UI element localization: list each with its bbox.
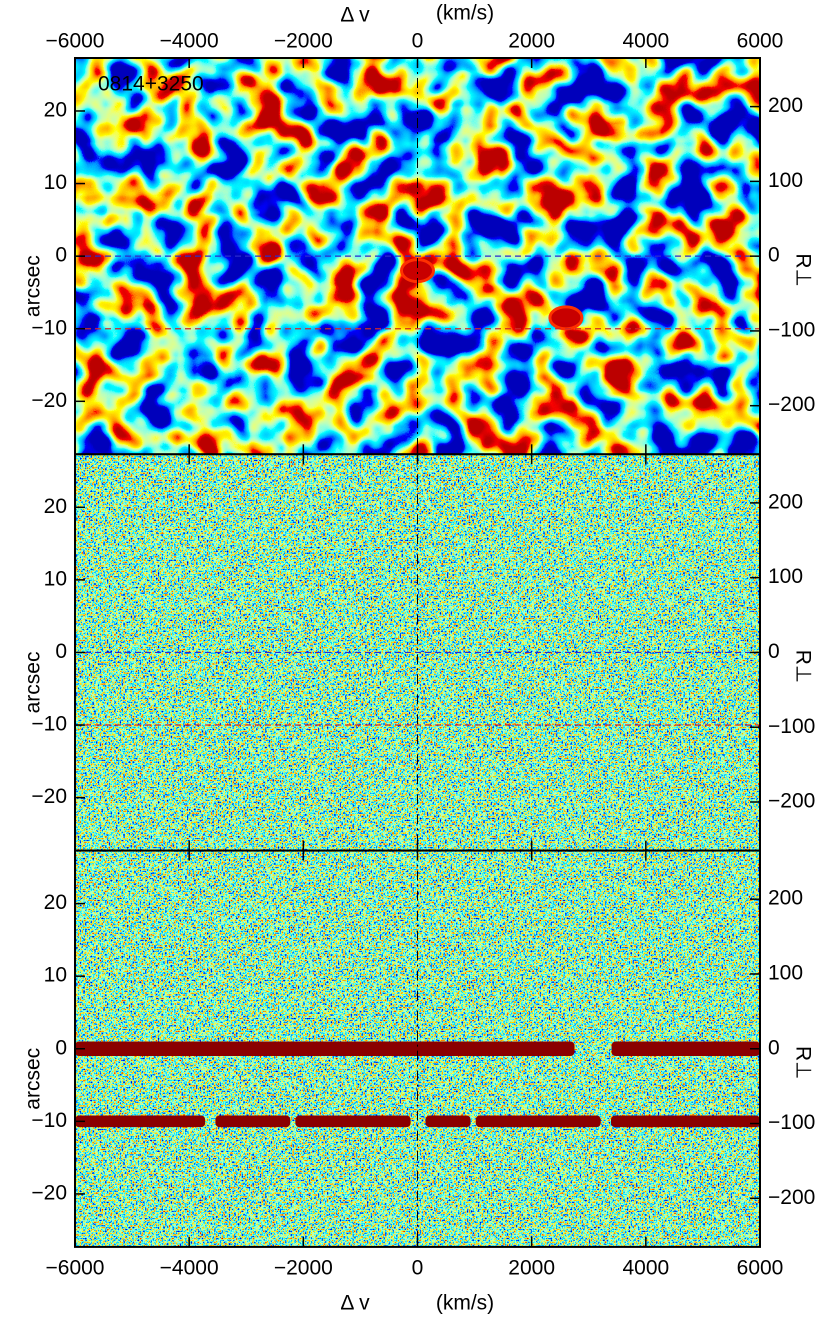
x-tick-label: 2000 xyxy=(508,1256,555,1279)
absorption-band xyxy=(611,1115,760,1128)
y2-tick-label: −100 xyxy=(768,318,815,341)
y2-axis-label: R⊥ xyxy=(791,253,814,286)
y2-tick-label: −200 xyxy=(768,393,815,416)
y2-tick-label: −200 xyxy=(768,790,815,813)
y-tick-label: −20 xyxy=(31,389,67,412)
x-tick-label: 6000 xyxy=(737,1256,784,1279)
x-axis-label: Δ v xyxy=(340,1291,370,1314)
x-axis-unit: (km/s) xyxy=(436,2,494,25)
panel: −6000 −4000 −2000 0 2000 4000 6000−20−1001020−… xyxy=(22,2,815,456)
y2-tick-label: 100 xyxy=(768,169,803,192)
y-tick-label: 20 xyxy=(44,99,67,122)
absorption-band xyxy=(215,1115,291,1128)
y-tick-label: −10 xyxy=(31,1109,67,1132)
y2-tick-label: 200 xyxy=(768,490,803,513)
absorption-band xyxy=(295,1115,411,1128)
absorption-band xyxy=(611,1041,760,1057)
y-tick-label: 10 xyxy=(44,964,67,987)
object-label: 0814+3250 xyxy=(98,73,204,96)
y-tick-label: −20 xyxy=(31,785,67,808)
y-tick-label: 10 xyxy=(44,171,67,194)
y2-axis-label: R⊥ xyxy=(791,1046,814,1079)
y2-tick-label: 0 xyxy=(768,1036,780,1059)
y-axis-label: arcsec xyxy=(22,255,45,317)
y2-axis-label: R⊥ xyxy=(791,650,814,683)
y-axis-label: arcsec xyxy=(22,652,45,714)
x-tick-label: 0 xyxy=(412,30,424,53)
x-tick-label: −2000 xyxy=(274,30,333,53)
absorption-band xyxy=(75,1115,206,1128)
y-tick-label: −10 xyxy=(31,713,67,736)
x-tick-label: 4000 xyxy=(622,1256,669,1279)
y-tick-label: 20 xyxy=(44,495,67,518)
y2-tick-label: 100 xyxy=(768,962,803,985)
absorption-band xyxy=(475,1115,601,1128)
x-axis-label: Δ v xyxy=(340,4,370,27)
y-axis-label: arcsec xyxy=(22,1048,45,1110)
y-tick-label: −20 xyxy=(31,1181,67,1204)
x-tick-label: 0 xyxy=(412,1256,424,1279)
y-tick-label: 0 xyxy=(55,640,67,663)
absorption-band xyxy=(425,1115,471,1128)
y2-tick-label: 200 xyxy=(768,94,803,117)
x-tick-label: −6000 xyxy=(46,30,105,53)
x-tick-label: −6000 xyxy=(46,1256,105,1279)
x-tick-label: 2000 xyxy=(508,30,555,53)
y2-tick-label: 0 xyxy=(768,640,780,663)
x-tick-label: 6000 xyxy=(737,30,784,53)
y2-tick-label: 0 xyxy=(768,244,780,267)
y2-tick-label: −100 xyxy=(768,715,815,738)
y-tick-label: 0 xyxy=(55,1036,67,1059)
y2-tick-label: 100 xyxy=(768,565,803,588)
x-tick-label: −2000 xyxy=(274,1256,333,1279)
emission-blob xyxy=(548,305,584,331)
y-tick-label: −10 xyxy=(31,316,67,339)
x-tick-label: −4000 xyxy=(160,30,219,53)
y-tick-label: 20 xyxy=(44,891,67,914)
y-tick-label: 10 xyxy=(44,567,67,590)
y-tick-label: 0 xyxy=(55,244,67,267)
y2-tick-label: 200 xyxy=(768,887,803,910)
x-tick-label: −4000 xyxy=(160,1256,219,1279)
y2-tick-label: −200 xyxy=(768,1186,815,1209)
x-axis-unit: (km/s) xyxy=(436,1291,494,1314)
absorption-band xyxy=(75,1041,575,1057)
panel: −6000 −4000 −2000 0 2000 4000 6000−20−1001020−… xyxy=(22,849,815,1314)
x-tick-label: 4000 xyxy=(622,30,669,53)
y2-tick-label: −100 xyxy=(768,1111,815,1134)
